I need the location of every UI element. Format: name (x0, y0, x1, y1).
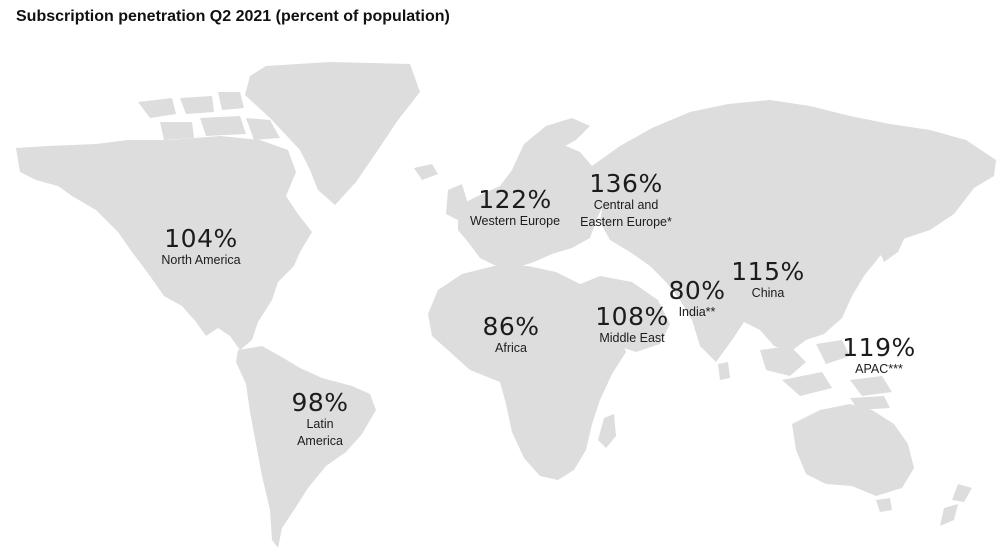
region-name: Central and Eastern Europe* (580, 198, 672, 229)
arctic-island-shape (138, 98, 176, 118)
british-isles-shape (446, 184, 468, 220)
region-label-apac: 119% APAC*** (842, 334, 915, 378)
region-label-central-eastern-europe: 136% Central and Eastern Europe* (571, 170, 681, 231)
greenland-shape (245, 62, 420, 205)
arctic-island-shape (180, 96, 214, 114)
sea-island-shape (816, 340, 850, 364)
region-name: Western Europe (469, 214, 561, 228)
arctic-island-shape (160, 122, 194, 140)
region-label-africa: 86% Africa (482, 313, 539, 357)
sea-island-shape (850, 396, 890, 410)
arctic-island-shape (200, 116, 246, 136)
new-zealand-shape (940, 504, 958, 526)
iceland-shape (414, 164, 438, 180)
region-value: 115% (731, 257, 805, 286)
region-name: Africa (495, 341, 527, 355)
middle-east-shape (566, 276, 670, 352)
africa-shape (428, 266, 626, 480)
region-label-china: 115% China (731, 258, 804, 302)
region-label-india: 80% India** (668, 277, 725, 321)
region-name: China (751, 286, 785, 300)
region-value: 86% (482, 312, 540, 341)
region-name: Middle East (599, 331, 665, 345)
tasmania-shape (876, 498, 892, 512)
region-value: 80% (668, 276, 726, 305)
landmasses (16, 62, 996, 548)
north-america-shape (16, 136, 312, 350)
sea-island-shape (850, 376, 892, 396)
region-value: 119% (842, 333, 916, 362)
arctic-island-shape (218, 92, 244, 110)
region-label-latin-america: 98% Latin America (285, 389, 355, 450)
region-name: India** (678, 305, 716, 319)
region-value: 108% (595, 302, 669, 331)
region-value: 104% (164, 224, 238, 253)
japan-shape (878, 208, 910, 262)
sri-lanka-shape (718, 362, 730, 380)
region-name: North America (161, 253, 241, 267)
scandinavia-shape (512, 118, 590, 170)
region-label-middle-east: 108% Middle East (595, 303, 668, 347)
region-value: 122% (478, 185, 552, 214)
asia-shape (592, 100, 996, 362)
europe-shape (458, 146, 606, 268)
madagascar-shape (598, 414, 616, 448)
region-name: Latin America (297, 417, 343, 448)
region-value: 136% (589, 169, 663, 198)
sea-island-shape (760, 346, 806, 376)
region-value: 98% (291, 388, 349, 417)
latin-america-shape (236, 346, 376, 548)
new-zealand-shape (952, 484, 972, 502)
sea-island-shape (782, 372, 832, 396)
region-name: APAC*** (855, 362, 903, 376)
region-label-north-america: 104% North America (161, 225, 240, 269)
kamchatka-shape (930, 166, 962, 206)
arctic-island-shape (246, 118, 280, 140)
region-label-western-europe: 122% Western Europe (470, 186, 560, 230)
australia-shape (792, 404, 914, 496)
page-title: Subscription penetration Q2 2021 (percen… (16, 8, 450, 25)
